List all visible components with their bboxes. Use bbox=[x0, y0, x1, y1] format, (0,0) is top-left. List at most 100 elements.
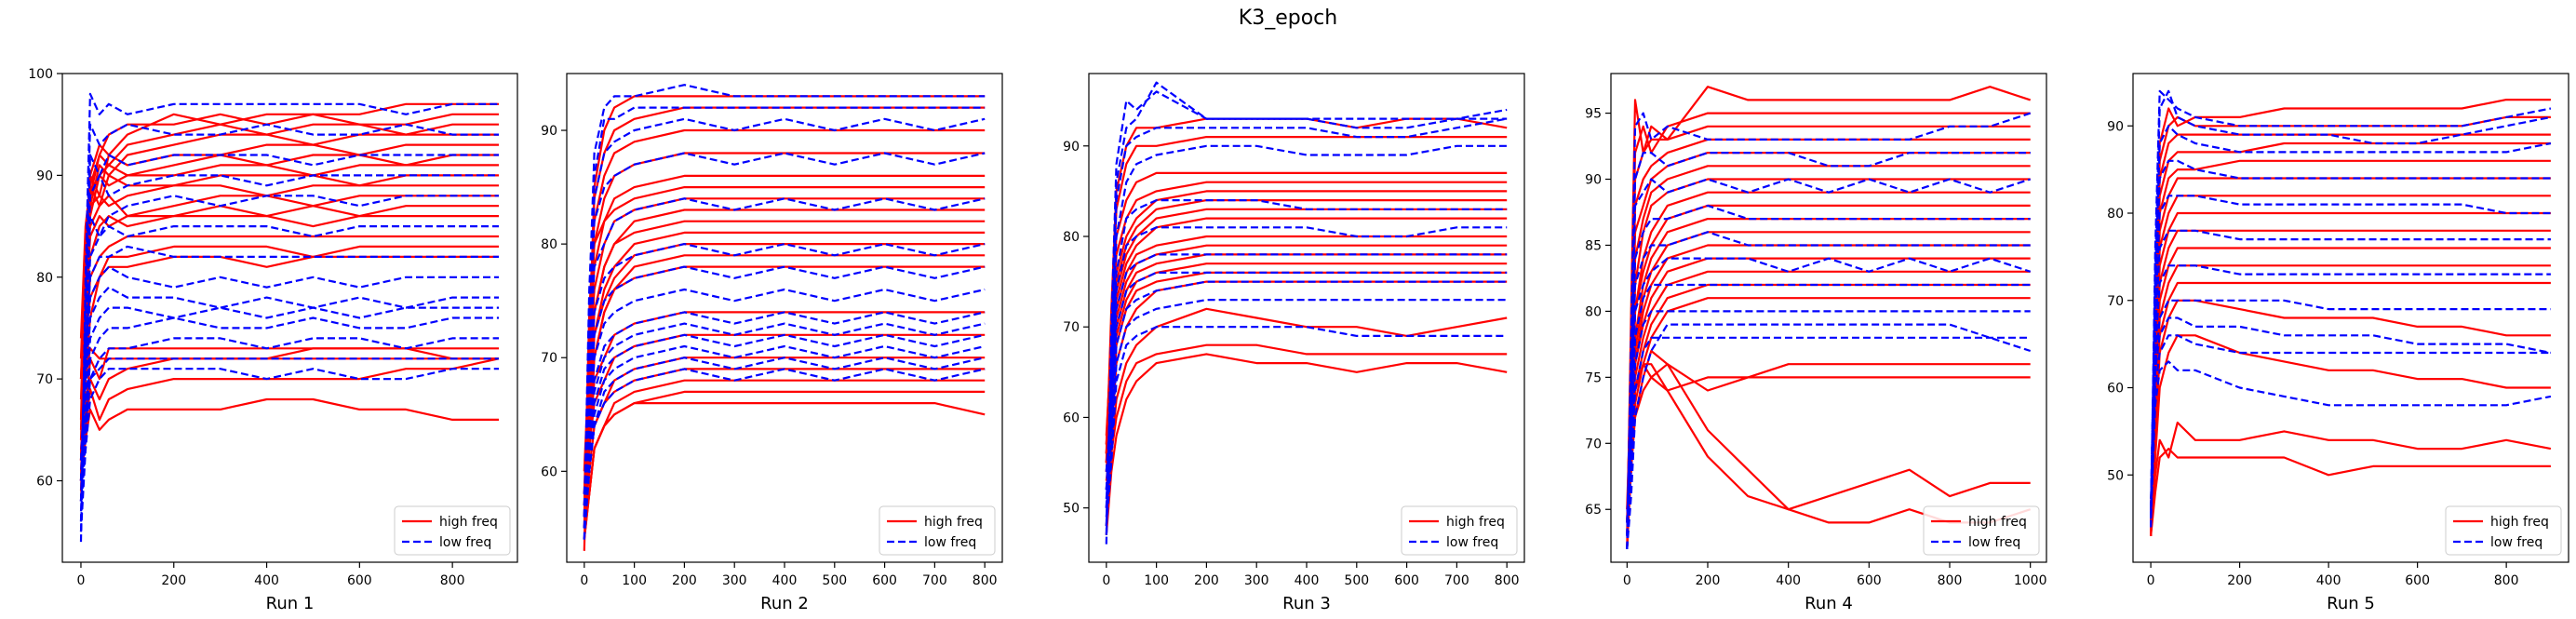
series-line-high-8 bbox=[2150, 211, 2551, 519]
series-line-high-11 bbox=[2150, 264, 2551, 528]
legend-box bbox=[1401, 505, 1518, 556]
series-line-low-32 bbox=[79, 337, 499, 512]
series-line-high-14 bbox=[2150, 334, 2551, 528]
y-tick-label: 90 bbox=[36, 168, 53, 183]
series-line-low-24 bbox=[583, 152, 986, 518]
x-tick-label: 0 bbox=[2147, 573, 2155, 588]
legend: high freq low freq bbox=[1401, 505, 1518, 556]
chart-panel-1: 0 200 400 600 800 60 70 80 90 100 Run 1 high freq lo… bbox=[28, 67, 518, 613]
series-line-low-19 bbox=[2150, 125, 2552, 510]
x-tick-label: 0 bbox=[1623, 573, 1631, 588]
legend-box bbox=[1923, 505, 2040, 556]
series-line-high-12 bbox=[2150, 281, 2551, 519]
x-tick-label: 100 bbox=[1144, 573, 1169, 588]
series-line-low-27 bbox=[2150, 360, 2552, 519]
series-line-high-4 bbox=[1105, 181, 1508, 436]
x-tick-label: 800 bbox=[2494, 573, 2519, 588]
x-tick-label: 800 bbox=[1495, 573, 1520, 588]
series-line-low-33 bbox=[79, 357, 499, 502]
axes-frame bbox=[1610, 73, 2047, 563]
legend-box bbox=[394, 505, 511, 556]
x-tick-label: 0 bbox=[580, 573, 588, 588]
y-tick-label: 70 bbox=[2107, 294, 2124, 309]
y-tick-label: 80 bbox=[541, 237, 557, 252]
x-tick-label: 200 bbox=[2227, 573, 2252, 588]
series-line-high-13 bbox=[1626, 257, 2031, 523]
series-line-low-22 bbox=[2150, 229, 2551, 519]
series-line-low-27 bbox=[583, 265, 986, 494]
series-line-high-16 bbox=[1105, 343, 1508, 527]
x-tick-label: 500 bbox=[1344, 573, 1369, 588]
series-line-low-34 bbox=[583, 368, 986, 529]
series-line-low-25 bbox=[1626, 231, 2031, 536]
series-line-high-8 bbox=[79, 174, 499, 339]
x-tick-label: 800 bbox=[1938, 573, 1963, 588]
series-line-high-4 bbox=[2150, 141, 2551, 510]
series-line-low-17 bbox=[2150, 89, 2552, 528]
y-tick-label: 50 bbox=[2107, 468, 2124, 483]
axes-frame bbox=[61, 73, 518, 563]
legend-label-low: low freq bbox=[1446, 535, 1498, 550]
series-line-high-2 bbox=[1626, 112, 2031, 536]
series-line-high-7 bbox=[1626, 178, 2031, 523]
series-line-low-23 bbox=[1105, 226, 1508, 472]
y-tick-label: 70 bbox=[1585, 437, 1602, 451]
y-tick-label: 90 bbox=[2107, 119, 2124, 134]
series-line-high-13 bbox=[79, 235, 499, 481]
y-tick-label: 85 bbox=[1585, 238, 1602, 253]
chart-panel-5: 0 200 400 600 800 50 60 70 80 90 Run 5 high freq low… bbox=[2107, 73, 2569, 613]
series-line-low-31 bbox=[79, 316, 499, 532]
series-line-high-16 bbox=[1626, 297, 2031, 536]
y-tick-label: 80 bbox=[36, 271, 53, 286]
x-tick-label: 200 bbox=[1696, 573, 1721, 588]
series-line-low-23 bbox=[583, 117, 986, 529]
y-tick-label: 80 bbox=[1585, 304, 1602, 319]
y-tick-label: 60 bbox=[2107, 382, 2124, 397]
series-line-high-11 bbox=[79, 205, 499, 461]
y-tick-label: 90 bbox=[1063, 140, 1080, 155]
series-line-high-14 bbox=[1626, 270, 2031, 510]
legend-label-low: low freq bbox=[439, 535, 491, 550]
series-line-low-26 bbox=[79, 225, 499, 502]
series-group bbox=[2150, 89, 2552, 537]
legend-box bbox=[2445, 505, 2562, 556]
series-line-low-29 bbox=[583, 311, 986, 518]
series-line-low-25 bbox=[2150, 316, 2552, 510]
series-line-low-21 bbox=[79, 92, 499, 543]
series-line-high-10 bbox=[2150, 247, 2551, 536]
y-tick-label: 80 bbox=[2107, 207, 2124, 222]
chart-panel-2: 0 100 200 300 400 500 600 700 800 60 70 80 90 Run 2 hi… bbox=[541, 73, 1003, 613]
series-group bbox=[1626, 86, 2032, 549]
series-line-low-21 bbox=[1626, 112, 2032, 549]
x-tick-label: 600 bbox=[1857, 573, 1882, 588]
series-line-low-27 bbox=[1626, 283, 2031, 536]
x-tick-label: 400 bbox=[1776, 573, 1801, 588]
series-line-low-21 bbox=[1105, 144, 1508, 508]
series-line-low-25 bbox=[1105, 271, 1508, 508]
series-line-high-6 bbox=[79, 154, 499, 359]
legend-label-low: low freq bbox=[2490, 535, 2542, 550]
series-line-low-23 bbox=[2150, 264, 2551, 510]
series-line-low-28 bbox=[1105, 326, 1508, 527]
series-line-low-26 bbox=[583, 243, 986, 494]
x-tick-label: 0 bbox=[76, 573, 85, 588]
chart-panel-3: 0 100 200 300 400 500 600 700 800 50 60 70 80 90 Run 3… bbox=[1063, 73, 1525, 613]
series-line-high-13 bbox=[2150, 299, 2551, 528]
series-line-high-4 bbox=[79, 133, 499, 430]
series-line-low-26 bbox=[1626, 257, 2032, 523]
x-tick-label: 700 bbox=[1444, 573, 1469, 588]
series-line-low-22 bbox=[1626, 152, 2031, 536]
series-line-low-24 bbox=[1105, 253, 1508, 491]
series-line-high-9 bbox=[1626, 204, 2031, 536]
series-line-high-1 bbox=[2150, 98, 2551, 536]
series-line-high-1 bbox=[1626, 86, 2032, 549]
x-tick-label: 100 bbox=[622, 573, 647, 588]
series-line-high-4 bbox=[1626, 138, 2031, 510]
x-tick-label: 600 bbox=[2405, 573, 2430, 588]
y-tick-label: 60 bbox=[36, 475, 53, 490]
series-line-low-21 bbox=[2150, 195, 2551, 510]
legend-label-low: low freq bbox=[1968, 535, 2020, 550]
